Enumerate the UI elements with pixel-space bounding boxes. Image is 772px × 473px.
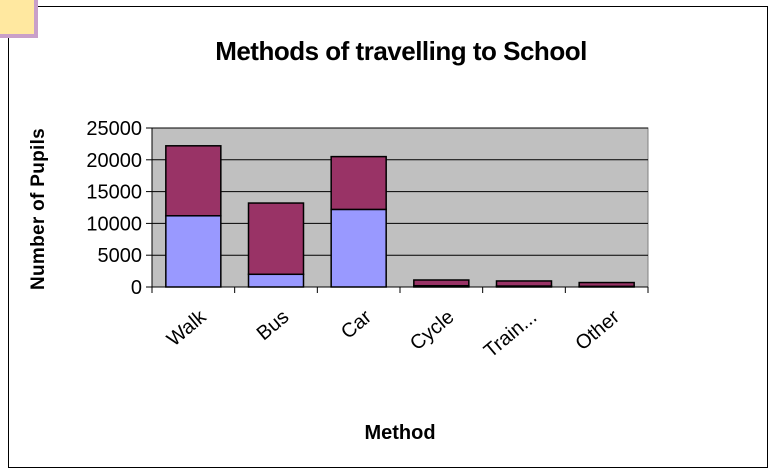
x-tick-label: Other <box>571 306 624 355</box>
bar-segment <box>165 215 222 288</box>
y-tick-label: 15000 <box>86 182 142 204</box>
chart-title: Methods of travelling to School <box>215 36 587 66</box>
bar-segment <box>247 202 305 276</box>
x-tick-label: Train... <box>480 306 541 362</box>
y-tick-label: 25000 <box>86 118 142 140</box>
bar-segment <box>165 145 222 217</box>
plot-area <box>151 127 649 288</box>
y-tick-label: 10000 <box>86 213 142 235</box>
bar-segment <box>247 273 305 288</box>
bar-segment <box>330 155 387 211</box>
x-tick-label: Walk <box>163 305 211 351</box>
x-tick-label: Car <box>337 306 376 344</box>
bar-segment <box>495 280 553 287</box>
x-tick-label: Bus <box>253 306 294 345</box>
y-tick-label: 5000 <box>98 245 143 267</box>
bar-segment <box>578 281 635 288</box>
bar-segment <box>413 279 470 287</box>
corner-accent-graphic <box>0 0 38 38</box>
x-tick-label: Cycle <box>406 306 458 355</box>
y-tick-label: 20000 <box>86 150 142 172</box>
y-tick-label: 0 <box>131 277 142 299</box>
bar-segment <box>330 208 387 288</box>
x-axis-label: Method <box>364 422 436 444</box>
